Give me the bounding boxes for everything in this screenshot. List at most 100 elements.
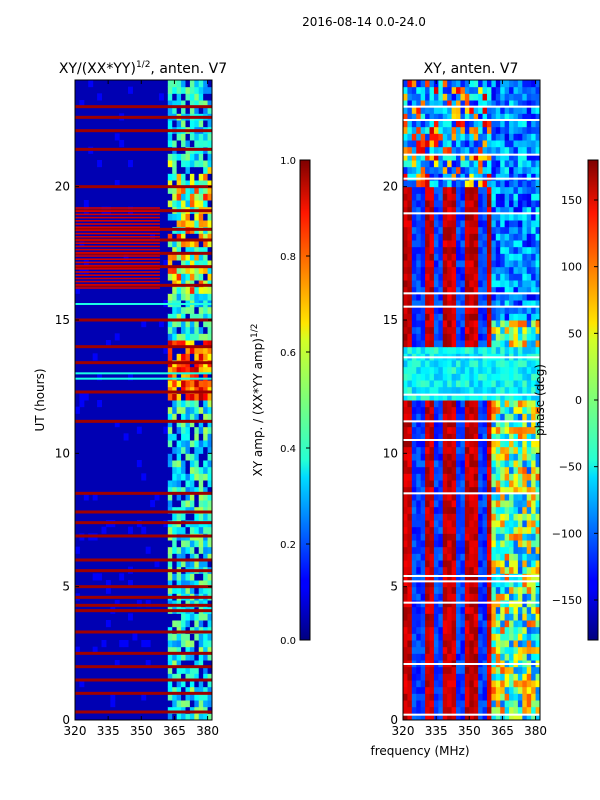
heat-cell (513, 240, 519, 248)
heat-cell (469, 653, 475, 661)
heat-cell (522, 200, 528, 208)
heat-cell (464, 133, 470, 141)
heat-cell (447, 713, 453, 720)
heat-cell (513, 333, 519, 341)
heat-cell (416, 680, 422, 688)
heat-cell (513, 320, 519, 328)
heat-cell (460, 393, 466, 401)
heat-cell (486, 333, 492, 341)
heat-cell (451, 113, 457, 121)
x-tick-label: 380 (524, 724, 547, 738)
heat-cell (203, 600, 209, 608)
saturated-row (75, 129, 212, 133)
heat-cell (420, 546, 426, 554)
heat-cell (194, 293, 200, 301)
heat-cell (469, 160, 475, 168)
heat-cell (411, 553, 417, 561)
heat-cell (181, 340, 186, 348)
heat-cell (207, 560, 212, 568)
saturated-row (75, 569, 212, 573)
heat-cell (473, 546, 479, 554)
heat-cell (486, 540, 492, 548)
heat-cell (517, 340, 523, 348)
heat-cell (425, 520, 431, 528)
heat-cell (500, 233, 506, 241)
heat-cell (509, 500, 514, 508)
heat-cell (531, 553, 537, 561)
heat-cell (451, 193, 457, 201)
heat-cell (447, 213, 453, 221)
heat-cell (167, 280, 173, 288)
heat-cell (198, 106, 204, 114)
heat-cell (451, 160, 457, 168)
heat-cell (473, 466, 479, 474)
heat-cell (531, 653, 537, 661)
heat-cell (403, 466, 408, 474)
heat-cell (181, 700, 186, 708)
heat-cell (535, 146, 540, 154)
heat-cell (172, 253, 178, 261)
heat-cell (198, 273, 204, 281)
heat-cell (460, 373, 466, 381)
heat-cell (495, 653, 501, 661)
heat-cell (420, 273, 426, 281)
heat-cell (411, 706, 417, 714)
heat-cell (478, 126, 484, 134)
heat-cell (425, 480, 431, 488)
heat-cell (460, 566, 466, 574)
heat-cell (460, 433, 466, 441)
heat-cell (513, 706, 519, 714)
heat-cell (513, 700, 519, 708)
heat-cell (473, 540, 479, 548)
heat-cell (473, 300, 479, 308)
heat-cell (504, 93, 510, 101)
heat-cell (509, 360, 514, 368)
heat-cell (172, 386, 178, 394)
heat-cell (478, 346, 484, 354)
heat-cell (194, 473, 200, 481)
heat-cell (491, 286, 497, 294)
heat-cell (469, 106, 475, 114)
heat-cell (438, 500, 444, 508)
heat-cell (513, 180, 519, 188)
heat-cell (198, 200, 204, 208)
heat-cell (158, 93, 164, 101)
heat-cell (513, 686, 519, 694)
heat-cell (526, 100, 532, 108)
heat-cell (491, 80, 497, 88)
heat-cell (447, 300, 453, 308)
heat-cell (198, 486, 204, 494)
heat-cell (495, 106, 501, 114)
heat-cell (460, 253, 466, 261)
heat-cell (500, 540, 506, 548)
heat-cell (189, 286, 195, 294)
heat-cell (411, 213, 417, 221)
heat-cell (486, 80, 492, 88)
heat-cell (411, 433, 417, 441)
heat-cell (416, 460, 422, 468)
heat-cell (513, 546, 519, 554)
heat-cell (473, 693, 479, 701)
heat-cell (495, 580, 501, 588)
heat-cell (535, 686, 540, 694)
heat-cell (504, 200, 510, 208)
heat-cell (509, 520, 514, 528)
heat-cell (167, 613, 173, 621)
heat-cell (504, 506, 510, 514)
heat-cell (522, 126, 528, 134)
heat-cell (203, 580, 209, 588)
saturated-row (75, 287, 160, 289)
heat-cell (495, 346, 501, 354)
heat-cell (194, 186, 200, 194)
heat-cell (478, 580, 484, 588)
heat-cell (420, 193, 426, 201)
heat-cell (203, 586, 209, 594)
heat-cell (425, 566, 431, 574)
heat-cell (464, 453, 470, 461)
heat-cell (207, 106, 212, 114)
heat-cell (473, 246, 479, 254)
heat-cell (176, 293, 182, 301)
heat-cell (513, 146, 519, 154)
heat-cell (460, 493, 466, 501)
heat-cell (469, 240, 475, 248)
